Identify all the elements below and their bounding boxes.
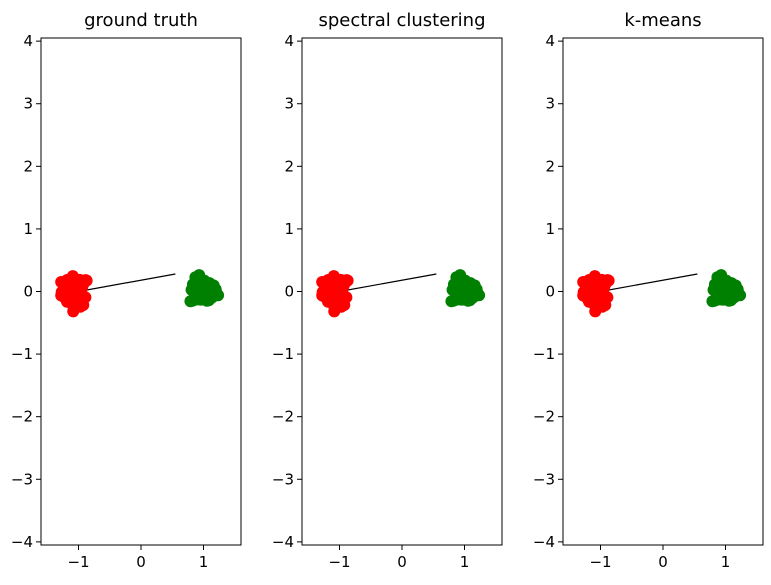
data-point (330, 296, 343, 309)
y-tick-label: 2 (23, 157, 33, 175)
data-point (325, 278, 338, 291)
x-tick-label: 1 (199, 553, 209, 571)
data-point (74, 283, 87, 296)
data-point (713, 288, 726, 301)
panel-title: ground truth (84, 10, 198, 31)
graph-edge (78, 273, 176, 293)
y-tick-label: 4 (545, 32, 555, 50)
y-tick-label: 3 (284, 95, 294, 113)
data-point (447, 278, 460, 291)
y-tick-label: −2 (533, 408, 555, 426)
data-point (335, 283, 348, 296)
data-point (316, 276, 329, 289)
x-tick-label: 0 (136, 553, 146, 571)
y-tick-label: −4 (11, 533, 33, 551)
panel-title: k-means (624, 10, 701, 31)
data-point (79, 274, 92, 287)
edges-layer (339, 273, 437, 293)
data-point (206, 287, 219, 300)
data-point (591, 296, 604, 309)
x-tick-label: 1 (460, 553, 470, 571)
y-tick-label: 1 (545, 220, 555, 238)
y-tick-label: 0 (284, 283, 294, 301)
edges-layer (78, 273, 176, 293)
y-tick-label: −3 (533, 470, 555, 488)
data-point (601, 274, 614, 287)
y-tick-label: −1 (272, 345, 294, 363)
y-tick-label: 0 (23, 283, 33, 301)
y-tick-label: 3 (23, 95, 33, 113)
y-tick-label: −1 (11, 345, 33, 363)
y-tick-label: −1 (533, 345, 555, 363)
data-point (69, 296, 82, 309)
data-point (452, 288, 465, 301)
y-tick-label: −2 (272, 408, 294, 426)
edges-layer (600, 273, 698, 293)
y-tick-label: 0 (545, 283, 555, 301)
points-layer (55, 269, 225, 318)
x-tick-label: −1 (67, 553, 89, 571)
x-tick-label: 1 (721, 553, 731, 571)
panel-ground-truth: ground truth −1 0 1 −4 −3 −2 −1 0 1 2 3 4 (11, 10, 242, 571)
data-point (596, 283, 609, 296)
y-tick-label: 3 (545, 95, 555, 113)
panel-spectral-clustering: spectral clustering −1 0 1 −4 −3 −2 −1 0 1 2 3 4 (272, 10, 503, 571)
x-tick-label: 0 (658, 553, 668, 571)
points-layer (577, 269, 747, 318)
y-tick-label: 1 (23, 220, 33, 238)
data-point (467, 287, 480, 300)
x-tick-label: −1 (328, 553, 350, 571)
data-point (708, 278, 721, 291)
x-tick-label: 0 (397, 553, 407, 571)
ticks-layer: −1 0 1 −4 −3 −2 −1 0 1 2 3 4 (533, 32, 730, 571)
y-tick-label: 2 (545, 157, 555, 175)
y-tick-label: −4 (533, 533, 555, 551)
ticks-layer: −1 0 1 −4 −3 −2 −1 0 1 2 3 4 (272, 32, 469, 571)
y-tick-label: −4 (272, 533, 294, 551)
x-tick-label: −1 (589, 553, 611, 571)
data-point (64, 278, 77, 291)
y-tick-label: 4 (284, 32, 294, 50)
y-tick-label: 4 (23, 32, 33, 50)
data-point (577, 276, 590, 289)
ticks-layer: −1 0 1 −4 −3 −2 −1 0 1 2 3 4 (11, 32, 208, 571)
data-point (55, 276, 68, 289)
data-point (586, 278, 599, 291)
y-tick-label: 1 (284, 220, 294, 238)
data-point (191, 288, 204, 301)
data-point (728, 287, 741, 300)
points-layer (316, 269, 486, 318)
panel-k-means: k-means −1 0 1 −4 −3 −2 −1 0 1 2 3 4 (533, 10, 764, 571)
data-point (340, 274, 353, 287)
data-point (186, 278, 199, 291)
y-tick-label: −2 (11, 408, 33, 426)
graph-edge (600, 273, 698, 293)
panel-title: spectral clustering (318, 10, 485, 31)
y-tick-label: −3 (272, 470, 294, 488)
graph-edge (339, 273, 437, 293)
y-tick-label: −3 (11, 470, 33, 488)
y-tick-label: 2 (284, 157, 294, 175)
